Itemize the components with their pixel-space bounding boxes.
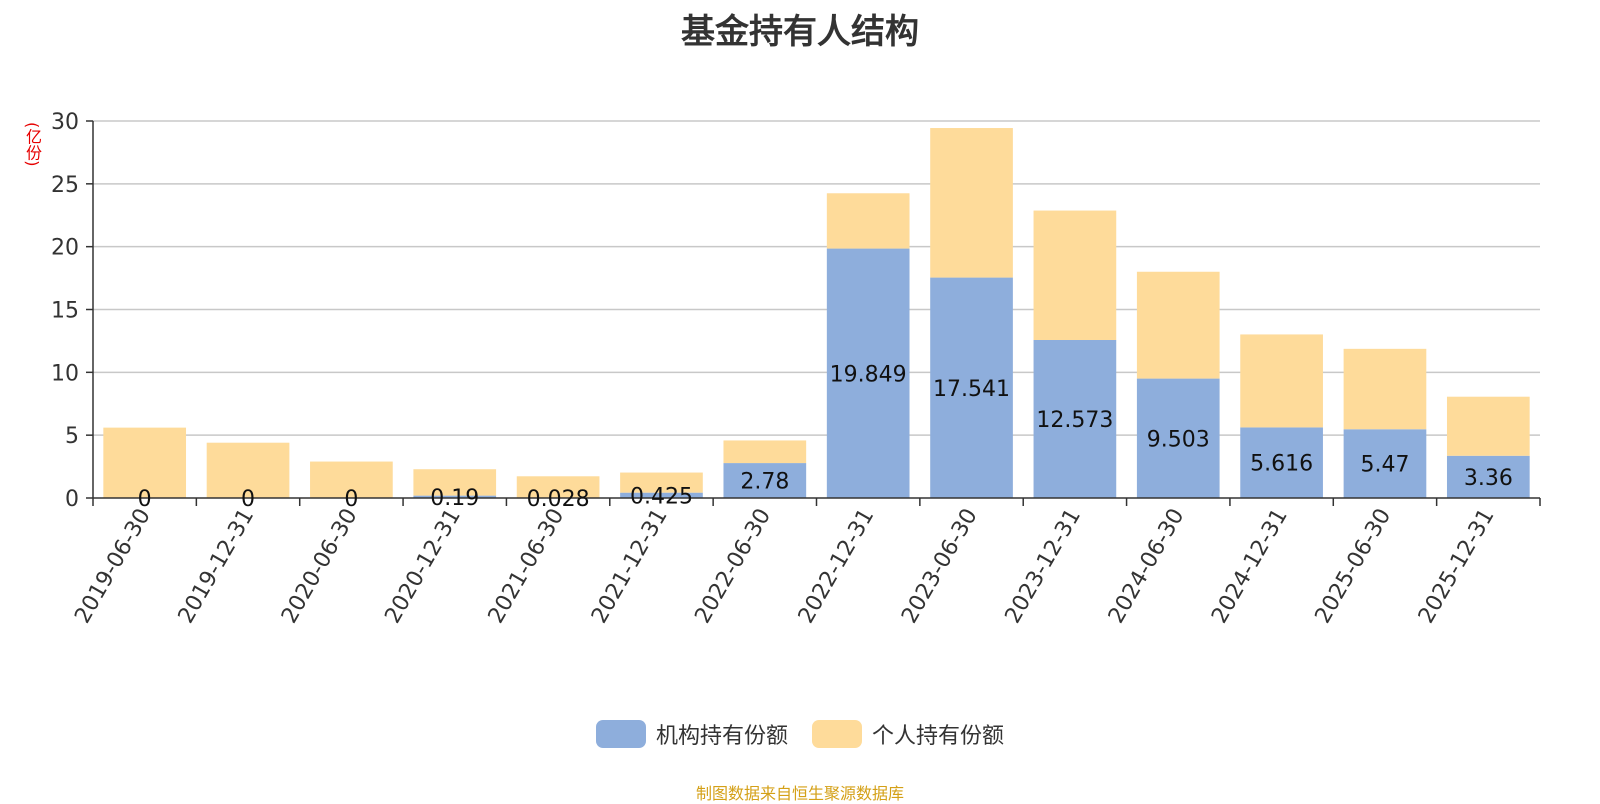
data-label-institutional: 0: [138, 487, 152, 512]
bar-individual: [1137, 272, 1220, 379]
legend-swatch-individual: [812, 720, 862, 748]
y-tick-label: 30: [51, 110, 79, 135]
x-tick-label: 2020-12-31: [380, 505, 466, 628]
data-label-institutional: 2.78: [740, 470, 789, 495]
y-tick-label: 0: [65, 487, 79, 512]
data-label-institutional: 0.19: [430, 486, 479, 511]
x-tick-label: 2021-12-31: [587, 505, 673, 628]
x-tick-label: 2020-06-30: [277, 505, 363, 628]
data-label-institutional: 0: [344, 487, 358, 512]
legend: 机构持有份额 个人持有份额: [0, 718, 1600, 750]
bar-individual: [1344, 349, 1427, 429]
legend-swatch-institutional: [596, 720, 646, 748]
legend-item-individual[interactable]: 个人持有份额: [812, 718, 1004, 750]
legend-label-institutional: 机构持有份额: [656, 718, 788, 750]
data-label-institutional: 17.541: [933, 377, 1010, 402]
x-tick-label: 2024-06-30: [1104, 505, 1190, 628]
legend-item-institutional[interactable]: 机构持有份额: [596, 718, 788, 750]
bar-individual: [1240, 334, 1323, 427]
x-tick-label: 2023-12-31: [1001, 505, 1087, 628]
x-tick-label: 2022-06-30: [690, 505, 776, 628]
data-label-institutional: 9.503: [1147, 427, 1210, 452]
bar-individual: [827, 193, 910, 248]
data-label-institutional: 0.425: [630, 484, 693, 509]
bar-individual: [1447, 397, 1530, 456]
x-tick-label: 2021-06-30: [484, 505, 570, 628]
legend-label-individual: 个人持有份额: [872, 718, 1004, 750]
data-label-institutional: 0: [241, 487, 255, 512]
x-tick-label: 2025-06-30: [1311, 505, 1397, 628]
data-label-institutional: 3.36: [1464, 466, 1513, 491]
data-label-institutional: 12.573: [1036, 408, 1113, 433]
x-tick-label: 2019-06-30: [70, 505, 156, 628]
x-tick-label: 2024-12-31: [1207, 505, 1293, 628]
bar-individual: [723, 440, 806, 463]
x-tick-label: 2022-12-31: [794, 505, 880, 628]
y-tick-label: 5: [65, 424, 79, 449]
source-note: 制图数据来自恒生聚源数据库: [0, 780, 1600, 804]
data-label-institutional: 19.849: [830, 362, 907, 387]
x-tick-label: 2023-06-30: [897, 504, 983, 627]
y-tick-label: 25: [51, 173, 79, 198]
bar-individual: [930, 128, 1013, 278]
data-label-institutional: 5.616: [1250, 452, 1313, 477]
y-tick-label: 15: [51, 299, 79, 324]
x-tick-label: 2025-12-31: [1414, 505, 1500, 628]
x-tick-label: 2019-12-31: [174, 505, 260, 628]
data-label-institutional: 5.47: [1360, 453, 1409, 478]
y-tick-label: 20: [51, 236, 79, 261]
data-label-institutional: 0.028: [527, 487, 590, 512]
bar-individual: [1034, 211, 1117, 340]
y-tick-label: 10: [51, 361, 79, 386]
